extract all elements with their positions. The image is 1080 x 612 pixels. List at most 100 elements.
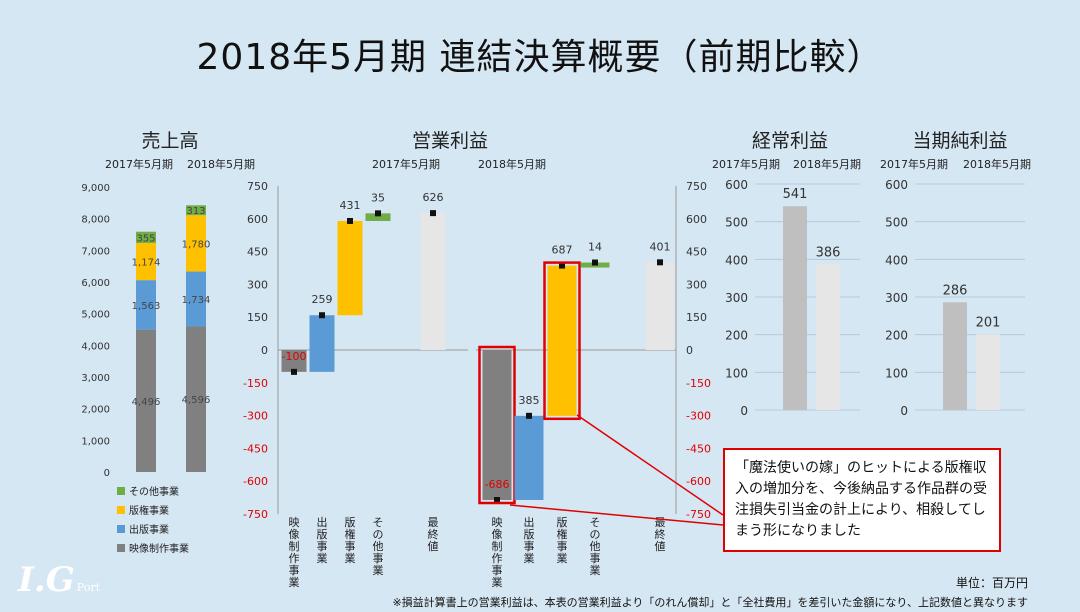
op-right-ytick-3: -300	[686, 410, 711, 423]
net-ytick-3: 300	[885, 291, 908, 305]
op18-xlabel-4-2: 値	[655, 540, 666, 553]
op17-label-2: 431	[340, 199, 361, 212]
op18-xlabel-0-4: 事	[492, 564, 503, 577]
ord-year-2018: 2018年5月期	[793, 158, 861, 171]
sales-ytick-9: 9,000	[81, 183, 110, 194]
logo-sub: Port	[76, 581, 101, 594]
ig-port-logo: I.G Port	[18, 560, 100, 600]
ord-bar-1	[816, 264, 840, 410]
op17-xlabel-0-2: 制	[289, 540, 300, 553]
sales-legend-label-3: その他事業	[129, 485, 179, 498]
op18-xlabel-3-3: 事	[590, 552, 601, 565]
op-right-ytick-4: -150	[686, 377, 711, 390]
op18-xlabel-0-2: 制	[492, 540, 503, 553]
net-ytick-1: 100	[885, 366, 908, 380]
op17-marker-0	[291, 368, 297, 375]
op-right-ytick-10: 750	[686, 180, 707, 193]
op18-xlabel-2-2: 事	[557, 540, 568, 553]
callout-box: 「魔法使いの嫁」のヒットによる版権収入の増加分を、今後納品する作品群の受注損失引…	[723, 448, 1001, 552]
sales-legend-swatch-1	[117, 525, 125, 533]
op18-xlabel-3-2: 他	[590, 540, 601, 553]
sales-title: 売上高	[141, 130, 199, 152]
sales-year-2017: 2017年5月期	[105, 158, 173, 171]
op18-xlabel-1-0: 出	[524, 515, 535, 529]
sales-ytick-3: 3,000	[81, 373, 110, 384]
op18-xlabel-0-1: 像	[492, 528, 503, 541]
op17-bar-2	[337, 220, 363, 316]
sales-ytick-1: 1,000	[81, 436, 110, 447]
sales-legend-label-1: 出版事業	[129, 523, 169, 536]
op17-xlabel-3-3: 事	[373, 552, 384, 565]
net-ytick-0: 0	[900, 404, 908, 418]
op-left-ytick-4: -150	[243, 377, 268, 390]
sales-ytick-7: 7,000	[81, 246, 110, 257]
sales-bar-0-2	[136, 242, 156, 281]
net-ytick-6: 600	[885, 178, 908, 192]
op18-marker-2	[559, 262, 565, 269]
op-right-ytick-5: 0	[686, 344, 693, 357]
op-right-ytick-1: -600	[686, 475, 711, 488]
op18-label-2: 687	[552, 244, 573, 257]
op17-marker-1	[319, 312, 325, 319]
ord-ytick-0: 0	[740, 404, 748, 418]
sales-bar-1-0	[186, 326, 206, 472]
op18-xlabel-4-1: 終	[655, 527, 666, 541]
net-year-2017: 2017年5月期	[880, 158, 948, 171]
sales-ytick-6: 6,000	[81, 278, 110, 289]
op18-label-0: -686	[485, 478, 510, 491]
sales-bar-0-1	[136, 280, 156, 330]
sales-legend-label-0: 映像制作事業	[129, 542, 189, 555]
op17-xlabel-0-5: 業	[289, 576, 300, 589]
op17-xlabel-1-1: 版	[317, 527, 328, 541]
net-label-1: 201	[976, 315, 1001, 330]
op18-bar-4	[645, 262, 675, 350]
op-left-ytick-8: 450	[247, 246, 268, 259]
sales-ytick-2: 2,000	[81, 405, 110, 416]
op-right-ytick-2: -450	[686, 442, 711, 455]
op-subtitle-2017: 2017年5月期	[372, 158, 440, 171]
op-left-ytick-6: 150	[247, 311, 268, 324]
ord-ytick-5: 500	[725, 216, 748, 230]
op18-xlabel-3-0: そ	[590, 516, 601, 529]
footnote: ※損益計算書上の営業利益は、本表の営業利益より「のれん償却」と「全社費用」を差引…	[392, 596, 1028, 609]
op17-xlabel-0-0: 映	[289, 516, 300, 529]
op-right-ytick-9: 600	[686, 213, 707, 226]
op17-bar-4	[420, 213, 446, 350]
op17-marker-3	[375, 210, 381, 217]
sales-label-1-2: 1,780	[182, 239, 211, 250]
op17-xlabel-4-1: 終	[428, 527, 439, 541]
op17-xlabel-0-3: 作	[289, 552, 300, 565]
op17-xlabel-4-0: 最	[428, 516, 439, 529]
sales-label-0-3: 355	[136, 233, 155, 244]
ord-year-2017: 2017年5月期	[712, 158, 780, 171]
op18-highlight-2	[543, 261, 581, 421]
op-left-ytick-1: -600	[243, 475, 268, 488]
op17-xlabel-2-0: 版	[345, 515, 356, 529]
op18-marker-0	[494, 497, 500, 504]
op17-xlabel-2-1: 権	[345, 527, 356, 541]
op17-xlabel-3-4: 業	[373, 564, 384, 577]
op18-marker-1	[526, 412, 532, 419]
op17-xlabel-3-0: そ	[373, 516, 384, 529]
ord-ytick-4: 400	[725, 253, 748, 267]
op17-bar-0	[281, 350, 307, 372]
op18-xlabel-0-3: 作	[492, 552, 503, 565]
sales-label-1-0: 4,596	[182, 395, 211, 406]
sales-legend-swatch-0	[117, 544, 125, 552]
logo-text: I.G	[18, 560, 75, 600]
op18-label-4: 401	[650, 240, 671, 253]
op-right-ytick-8: 450	[686, 246, 707, 259]
op-left-ytick-9: 600	[247, 213, 268, 226]
op18-xlabel-1-2: 事	[524, 540, 535, 553]
op18-xlabel-0-5: 業	[492, 576, 503, 589]
op18-xlabel-3-1: の	[590, 528, 601, 541]
net-ytick-4: 400	[885, 253, 908, 267]
op17-xlabel-0-1: 像	[289, 528, 300, 541]
op-left-ytick-5: 0	[261, 344, 268, 357]
net-bar-1	[976, 334, 1000, 410]
sales-bar-1-1	[186, 271, 206, 327]
op-left-ytick-2: -450	[243, 442, 268, 455]
op-left-ytick-7: 300	[247, 278, 268, 291]
op-left-ytick-3: -300	[243, 410, 268, 423]
